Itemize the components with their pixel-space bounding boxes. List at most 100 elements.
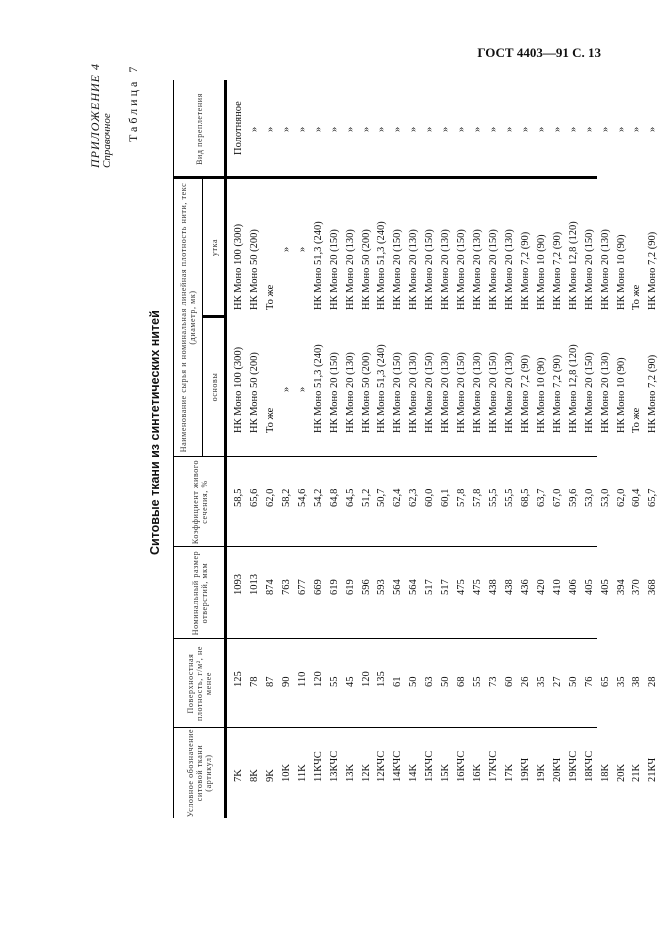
cell-aperture: 370: [631, 579, 643, 595]
cell-open-area: 58,5: [233, 488, 244, 507]
cell-article: 21КЧ: [647, 757, 659, 782]
cell-density: 50: [567, 676, 579, 688]
page-header: ГОСТ 4403—91 С. 13: [477, 45, 601, 60]
cell-warp: НК Моно 7,2 (90): [551, 354, 563, 433]
cell-weft: »: [296, 246, 308, 252]
cell-article: 19КЧС: [567, 750, 579, 782]
cell-weft: НК Моно 20 (150): [456, 229, 468, 310]
cell-weave: »: [344, 126, 356, 132]
cell-weave: »: [456, 126, 468, 132]
cell-weft: НК Моно 20 (150): [583, 229, 595, 310]
table-row: 21K 38 370 60,4 То же То же »: [629, 80, 645, 818]
cell-weft: НК Моно 7,2 (90): [647, 231, 659, 310]
cell-article: 18КЧС: [583, 750, 595, 782]
cell-warp: НК Моно 10 (90): [615, 357, 627, 433]
cell-open-area: 62,0: [615, 488, 627, 507]
cell-weft: »: [280, 246, 292, 252]
cell-article: 7K: [233, 769, 244, 782]
cell-open-area: 54,2: [312, 488, 324, 507]
cell-warp: НК Моно 7,2 (90): [519, 354, 531, 433]
cell-density: 27: [551, 676, 563, 688]
cell-warp: НК Моно 51,3 (240): [312, 344, 324, 433]
cell-weave: »: [392, 126, 404, 132]
table-body: 7K 125 1093 58,5 НК Моно 100 (300) НК Моно 10…: [227, 80, 658, 818]
table-row: 19КЧ 26 436 68,5 НК Моно 7,2 (90) НК Моно 7,2…: [518, 80, 534, 818]
cell-weft: НК Моно 20 (130): [503, 229, 515, 310]
cell-warp: НК Моно 20 (130): [440, 352, 452, 433]
cell-warp: НК Моно 20 (130): [472, 352, 484, 433]
cell-weave: »: [264, 126, 276, 132]
table-row: 8K 78 1013 65,6 НК Моно 50 (200) НК Моно 50 (…: [247, 80, 263, 818]
cell-article: 11КЧС: [312, 751, 324, 782]
cell-warp: НК Моно 20 (150): [328, 352, 340, 433]
cell-warp: НК Моно 20 (130): [408, 352, 420, 433]
cell-open-area: 51,2: [360, 488, 372, 507]
cell-warp: НК Моно 20 (130): [599, 352, 611, 433]
cell-article: 9K: [264, 769, 276, 782]
cell-open-area: 64,8: [328, 488, 340, 507]
header-weft: утка: [209, 238, 219, 257]
cell-article: 11K: [296, 764, 308, 782]
cell-density: 120: [360, 671, 372, 687]
cell-density: 73: [488, 676, 499, 688]
table-row: 11K 110 677 54,6 » » »: [295, 80, 311, 818]
table-row: 16КЧС 68 475 57,8 НК Моно 20 (150) НК Моно 20…: [454, 80, 470, 818]
cell-article: 15K: [440, 763, 452, 782]
cell-density: 61: [392, 676, 404, 688]
cell-density: 110: [296, 671, 308, 687]
cell-article: 14КЧС: [392, 750, 404, 782]
cell-aperture: 405: [599, 579, 611, 595]
cell-article: 21K: [631, 763, 643, 782]
cell-density: 120: [312, 671, 324, 687]
cell-aperture: 517: [424, 579, 436, 595]
cell-aperture: 436: [519, 579, 531, 595]
cell-weave: »: [296, 126, 308, 132]
cell-weave: »: [472, 126, 484, 132]
cell-density: 68: [456, 676, 468, 688]
cell-warp: НК Моно 20 (130): [503, 352, 515, 433]
cell-weave: Полотняное: [233, 101, 244, 155]
cell-open-area: 62,3: [408, 488, 420, 507]
cell-warp: »: [280, 386, 292, 392]
cell-weft: НК Моно 20 (150): [328, 229, 340, 310]
cell-aperture: 368: [647, 579, 659, 595]
cell-weave: »: [551, 126, 563, 132]
header-material: Наименование сырья и номинальная линейна…: [174, 178, 203, 457]
cell-warp: НК Моно 7,2 (90): [647, 354, 659, 433]
cell-aperture: 593: [376, 579, 388, 595]
cell-aperture: 410: [551, 579, 563, 595]
table-row: 13КЧС 55 619 64,8 НК Моно 20 (150) НК Моно 20…: [327, 80, 343, 818]
cell-article: 17КЧС: [488, 750, 499, 782]
cell-weave: »: [440, 126, 452, 132]
cell-article: 17K: [503, 763, 515, 782]
cell-warp: НК Моно 20 (150): [488, 352, 499, 433]
appendix-sub: Справочное: [101, 113, 113, 168]
cell-density: 135: [376, 671, 388, 687]
cell-weave: »: [583, 126, 595, 132]
cell-article: 12КЧС: [376, 750, 388, 782]
cell-weft: То же: [264, 284, 276, 310]
table-row: 10K 90 763 58,2 » » »: [279, 80, 295, 818]
table-row: 16K 55 475 57,8 НК Моно 20 (130) НК Моно 20 (…: [470, 80, 486, 818]
cell-open-area: 65,6: [248, 488, 260, 507]
cell-aperture: 517: [440, 579, 452, 595]
cell-weave: »: [424, 126, 436, 132]
table-row: 18K 65 405 53,0 НК Моно 20 (130) НК Моно 20 (…: [598, 80, 614, 818]
table-row: 18КЧС 76 405 53,0 НК Моно 20 (150) НК Моно 20…: [582, 80, 598, 818]
cell-aperture: 763: [280, 579, 292, 595]
cell-weave: »: [488, 126, 499, 132]
cell-open-area: 53,0: [599, 488, 611, 507]
cell-density: 78: [248, 676, 260, 688]
header-density: Поверхностная плотность, г/м², не менее: [186, 645, 213, 722]
cell-aperture: 669: [312, 579, 324, 595]
cell-weft: НК Моно 20 (130): [408, 229, 420, 310]
cell-article: 14K: [408, 763, 420, 782]
cell-weave: »: [328, 126, 340, 132]
cell-weft: НК Моно 51,3 (240): [312, 221, 324, 310]
cell-warp: НК Моно 100 (300): [233, 346, 244, 433]
cell-warp: НК Моно 20 (150): [392, 352, 404, 433]
cell-article: 20КЧ: [551, 757, 563, 782]
cell-article: 19КЧ: [519, 757, 531, 782]
cell-warp: То же: [264, 407, 276, 433]
cell-density: 90: [280, 676, 292, 688]
